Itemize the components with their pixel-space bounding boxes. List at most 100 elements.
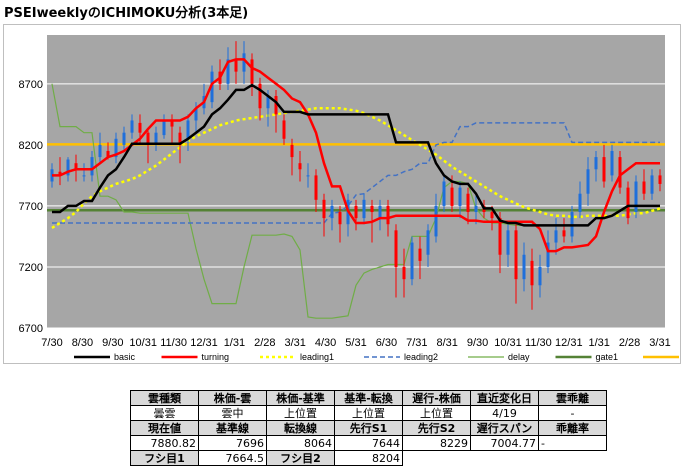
fushi2-label: フシ目2 [266, 450, 335, 466]
table-cell: - [538, 405, 607, 421]
candle-body [306, 175, 310, 177]
legend-label-delay: delay [508, 352, 530, 362]
candle-body [122, 132, 126, 145]
candle-body [418, 248, 422, 261]
candle-body [498, 218, 502, 255]
table-header-cell: 基準線 [198, 420, 267, 436]
candle-body [530, 260, 534, 286]
legend-label-turning: turning [202, 352, 230, 362]
candle-body [98, 144, 102, 158]
candle-body [178, 132, 182, 145]
x-tick-label: 1/31 [588, 337, 609, 349]
candle-body [618, 157, 622, 188]
x-tick-label: 9/30 [102, 337, 123, 349]
candle-body [634, 181, 638, 213]
legend-label-gate1: gate1 [596, 352, 619, 362]
candle-body [330, 205, 334, 219]
candle-body [426, 230, 430, 255]
x-tick-label: 3/31 [649, 337, 670, 349]
candle-body [402, 266, 406, 280]
table-header-cell: 雲乖離 [538, 390, 607, 406]
series-line-delay [51, 83, 564, 319]
candle-body [338, 212, 342, 225]
table-header-cell: 乖離率 [538, 420, 607, 436]
table-header-cell: 株価-基準 [266, 390, 335, 406]
candle-body [434, 205, 438, 237]
candle-body [474, 205, 478, 213]
legend-label-leading2: leading2 [404, 352, 438, 362]
x-tick-label: 12/31 [555, 337, 583, 349]
fushi1-value: 7664.5 [198, 450, 267, 466]
table-header-cell: 遅行スパン [470, 420, 539, 436]
x-tick-label: 11/30 [160, 337, 187, 349]
candle-body [258, 83, 262, 109]
candle-body [546, 242, 550, 267]
candle-body [170, 120, 174, 127]
x-tick-label: 11/30 [525, 337, 552, 349]
candle-body [490, 212, 494, 219]
table-header-cell: 転換線 [266, 420, 335, 436]
candle-body [82, 175, 86, 177]
x-tick-label: 9/30 [467, 337, 488, 349]
candle-body [146, 132, 150, 145]
candle-body [290, 144, 294, 158]
candle-body [58, 171, 62, 176]
legend-label-basic: basic [114, 352, 136, 362]
candle-body [522, 254, 526, 280]
table-header-cell: 先行S2 [402, 420, 471, 436]
candle-body [250, 59, 254, 84]
series-line-basic [52, 83, 660, 227]
table-cell: 上位置 [334, 405, 403, 421]
table-cell: 4/19 [470, 405, 539, 421]
candle-body [114, 138, 118, 158]
candle-body [106, 150, 110, 158]
candle-body [370, 205, 374, 213]
candle-body [538, 266, 542, 286]
table-header-cell: 株価-雲 [198, 390, 267, 406]
candle-body [298, 163, 302, 170]
candle-body [554, 230, 558, 243]
candle-body [514, 230, 518, 280]
series-line-turning [52, 58, 660, 253]
candle-body [594, 157, 598, 170]
table-header-cell: 雲種類 [130, 390, 199, 406]
table-cell: - [538, 435, 607, 451]
table-header-cell: 現在値 [130, 420, 199, 436]
x-tick-label: 5/31 [345, 337, 366, 349]
y-tick-label: 8700 [19, 79, 43, 91]
series-line-leading1 [51, 107, 661, 229]
x-tick-label: 1/31 [224, 337, 245, 349]
candle-body [466, 193, 470, 213]
x-tick-label: 10/31 [129, 337, 157, 349]
table-header-cell: 先行S1 [334, 420, 403, 436]
x-tick-label: 2/28 [254, 337, 275, 349]
x-tick-label: 7/31 [406, 337, 427, 349]
candle-body [442, 181, 446, 206]
candle-body [242, 53, 246, 72]
candle-body [626, 187, 630, 219]
candle-body [562, 230, 566, 237]
candle-body [410, 242, 414, 280]
candle-body [162, 120, 166, 136]
chart-frame: 6700 7200 7700 8200 8700 7/30 8/30 9/30 10/31 11/… [3, 24, 681, 364]
table-header-cell: 遅行-株価 [402, 390, 471, 406]
y-tick-label: 6700 [19, 323, 43, 335]
candle-body [578, 193, 582, 213]
candle-body [322, 199, 326, 219]
table-cell: 7004.77 [470, 435, 539, 451]
x-tick-label: 7/30 [41, 337, 62, 349]
x-tick-label: 10/31 [494, 337, 522, 349]
table-header-cell: 基準-転換 [334, 390, 403, 406]
candle-body [586, 169, 590, 194]
candle-body [138, 122, 142, 133]
table-cell: 上位置 [266, 405, 335, 421]
table-row: 曇雲 雲中 上位置 上位置 上位置 4/19 - [130, 405, 607, 421]
table-cell: 8229 [402, 435, 471, 451]
x-tick-label: 8/31 [436, 337, 457, 349]
candle-body [386, 205, 390, 225]
candle-body [394, 230, 398, 267]
y-tick-label: 8200 [19, 140, 43, 152]
fushi1-label: フシ目1 [130, 450, 199, 466]
candle-body [354, 205, 358, 219]
